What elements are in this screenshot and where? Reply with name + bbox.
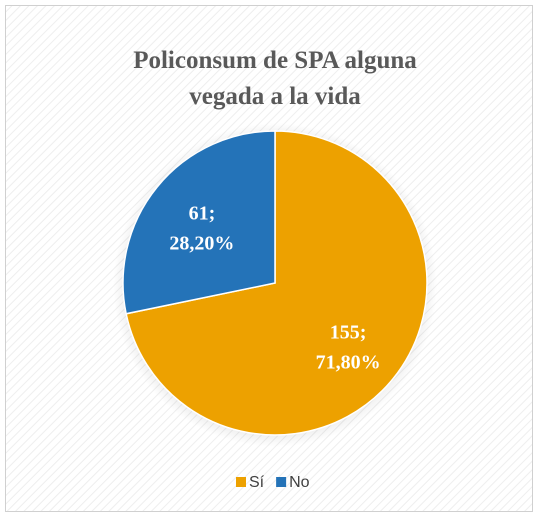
data-label: 155; [330, 322, 367, 344]
legend-swatch [276, 477, 287, 487]
legend-label: No [289, 474, 310, 491]
data-label-percent: 28,20% [169, 232, 234, 254]
legend-label: Sí [249, 474, 265, 491]
pie-slice [125, 130, 428, 436]
data-label: 61; [189, 202, 216, 224]
chart-title: Policonsum de SPA alguna vegada a la vida [133, 47, 417, 110]
pie-slice [122, 130, 276, 315]
data-label-percent: 71,80% [316, 352, 381, 374]
legend-swatch [236, 477, 246, 487]
